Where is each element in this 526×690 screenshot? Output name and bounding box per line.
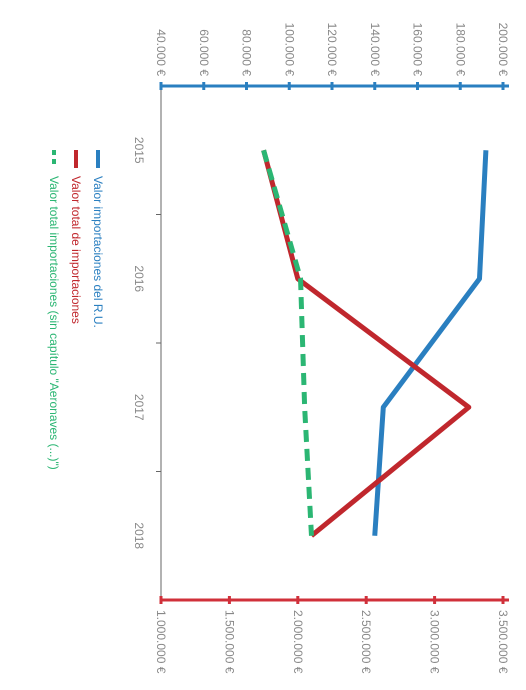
right-axis-tick-label: 2.500.000 € (359, 610, 373, 674)
category-label: 2017 (132, 394, 146, 421)
legend-label-2: Valor total de importaciones (69, 176, 83, 324)
left-axis-tick-label: 200.000 € (496, 23, 510, 77)
series-layer (261, 149, 489, 538)
left-axis-tick-label: 140.000 € (368, 23, 382, 77)
left-axis-tick-label: 100.000 € (282, 23, 296, 77)
left-axis-tick-label: 160.000 € (411, 23, 425, 77)
left-axis-tick-label: 60.000 € (197, 29, 211, 76)
category-label: 2015 (132, 137, 146, 164)
right-axis-tick-label: 3.000.000 € (428, 610, 442, 674)
legend: Valor importaciones del R.U. Valor total … (47, 150, 105, 470)
right-axis-tick-label: 1.500.000 € (222, 610, 236, 674)
left-axis-tick-label: 40.000 € (154, 29, 168, 76)
series-line-3 (261, 149, 314, 536)
left-axis-tick-label: 80.000 € (240, 29, 254, 76)
category-label: 2018 (132, 522, 146, 549)
right-axis-tick-label: 2.000.000 € (291, 610, 305, 674)
series-line-2 (261, 149, 472, 538)
category-label: 2016 (132, 265, 146, 292)
series-line-1 (372, 150, 489, 536)
legend-label-1: Valor importaciones del R.U. (91, 176, 105, 328)
left-axis-tick-label: 120.000 € (325, 23, 339, 77)
left-axis-tick-label: 180.000 € (453, 23, 467, 77)
legend-label-3: Valor total importaciones (sin capítulo … (47, 176, 61, 470)
axes-layer: 40.000 € 60.000 € 80.000 € 100.000 € 120.000… (132, 23, 510, 674)
right-axis-tick-label: 1.000.000 € (154, 610, 168, 674)
right-axis-tick-label: 3.500.000 € (496, 610, 510, 674)
